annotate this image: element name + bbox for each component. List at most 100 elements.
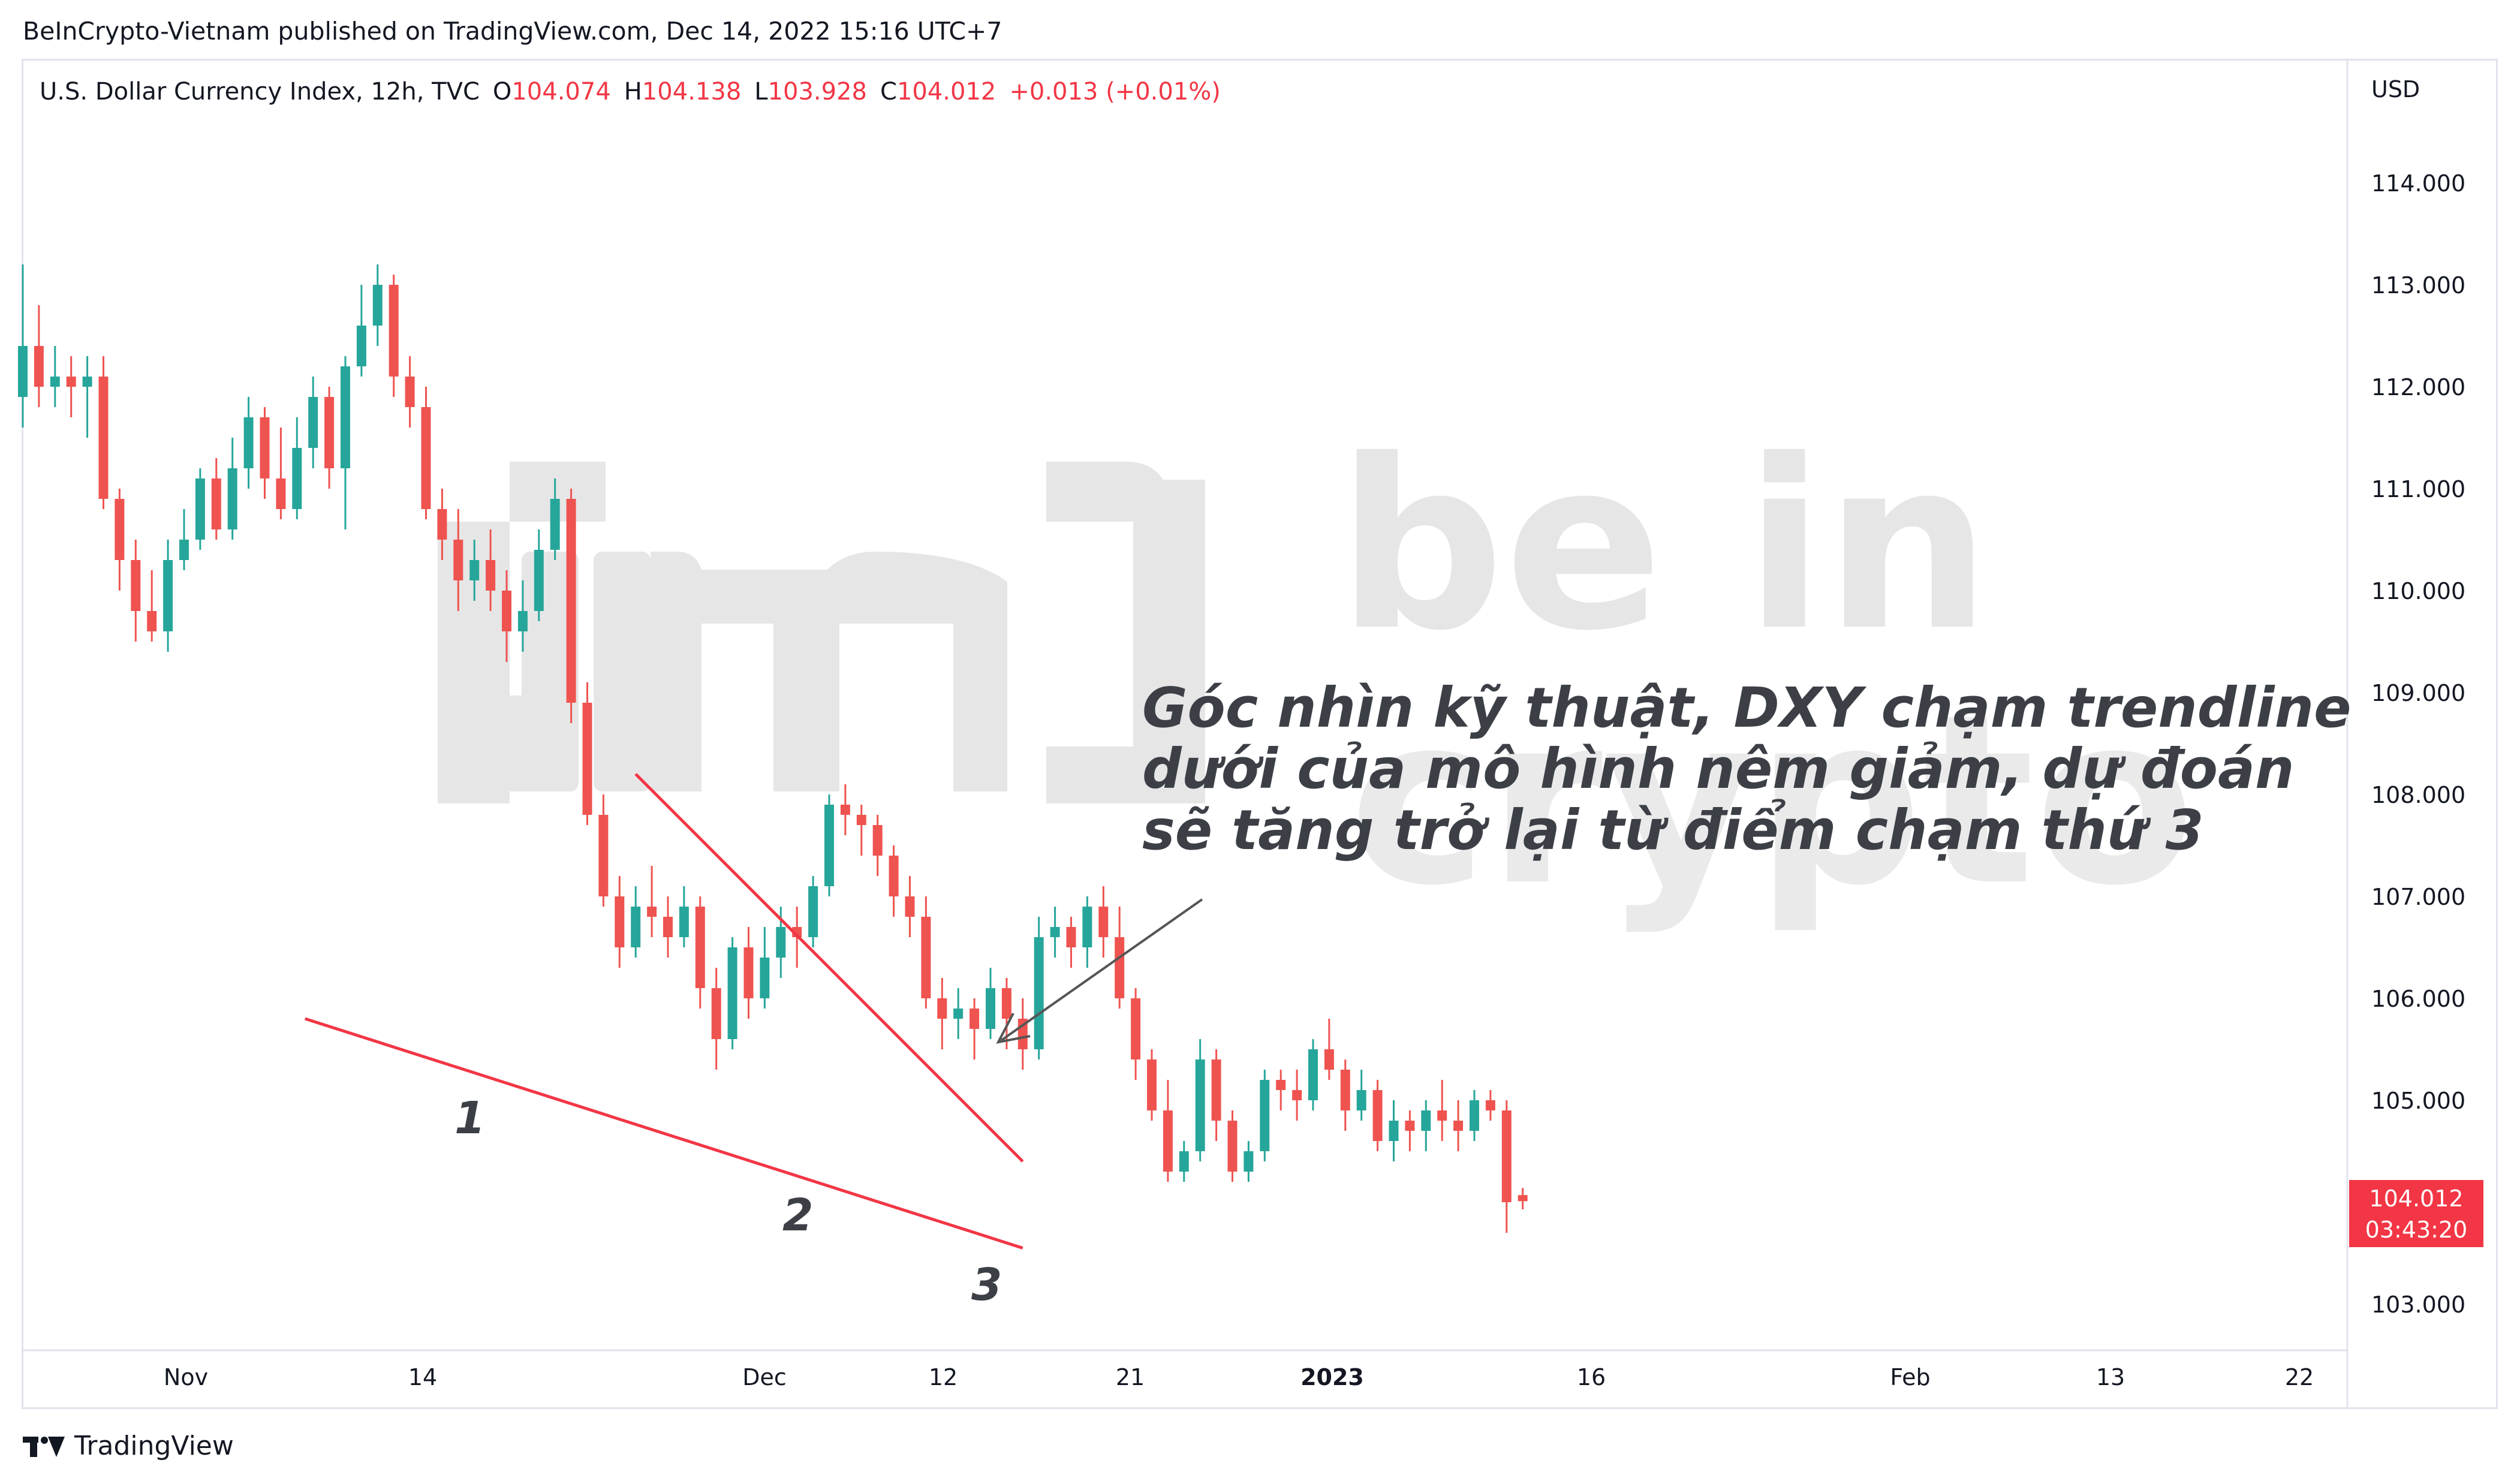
watermark-logo	[438, 462, 1205, 803]
candle	[566, 489, 576, 723]
touch-label-2: 2	[782, 1190, 814, 1241]
trendline-upper[interactable]	[634, 773, 1024, 1163]
trendlines-layer	[304, 773, 1024, 1250]
candle	[615, 876, 625, 968]
candle	[1050, 907, 1060, 958]
candle	[1340, 1059, 1350, 1131]
annotation-line-1: Góc nhìn kỹ thuật, DXY chạm trendline	[1142, 676, 2352, 740]
time-axis[interactable]: Nov 14 Dec 12 21 2023 16 Feb 13 22	[164, 1364, 2314, 1390]
price-tick-label: 106.000	[2371, 986, 2465, 1012]
candle	[1098, 886, 1109, 958]
candle	[872, 815, 883, 876]
price-tick-label: 113.000	[2371, 272, 2465, 299]
chart-frame	[22, 59, 2498, 1409]
candle	[1017, 998, 1028, 1070]
candle	[18, 264, 28, 428]
annotation-text: Góc nhìn kỹ thuật, DXY chạm trendline dư…	[1142, 676, 2352, 862]
tradingview-brand: TradingView	[74, 1431, 234, 1461]
candle	[1501, 1100, 1512, 1233]
high-label: H	[624, 78, 642, 106]
price-tick-label: 108.000	[2371, 782, 2465, 808]
change-value: +0.013 (+0.01%)	[1009, 78, 1221, 106]
price-tick-label: 111.000	[2371, 476, 2465, 502]
candle	[211, 458, 221, 540]
candle	[1453, 1100, 1464, 1151]
watermark-i	[522, 552, 579, 791]
candle	[679, 886, 689, 947]
candle	[163, 540, 173, 652]
price-axis-currency: USD	[2371, 76, 2420, 103]
candle	[1131, 988, 1141, 1080]
candle	[889, 845, 899, 917]
symbol-title[interactable]: U.S. Dollar Currency Index, 12h, TVC	[40, 78, 480, 106]
candle	[372, 264, 383, 346]
candle	[260, 407, 270, 499]
candle	[1211, 1049, 1221, 1141]
price-tick-label: 105.000	[2371, 1088, 2465, 1114]
candle	[1244, 1141, 1254, 1182]
time-tick-label: Dec	[742, 1364, 787, 1390]
candle	[1227, 1110, 1238, 1182]
time-tick-label: 14	[408, 1364, 437, 1390]
candle	[582, 682, 592, 825]
tradingview-footer[interactable]: TradingView	[23, 1431, 234, 1461]
candle	[1260, 1070, 1270, 1161]
candle	[1195, 1039, 1205, 1161]
candle	[905, 876, 915, 937]
candle	[50, 346, 60, 407]
candle	[147, 570, 157, 642]
candle	[1405, 1110, 1415, 1151]
touch-label-1: 1	[454, 1092, 486, 1144]
candle	[243, 397, 254, 489]
candle	[824, 794, 834, 896]
publisher-line: BeInCrypto-Vietnam published on TradingV…	[23, 17, 1002, 46]
last-price-value: 104.012	[2369, 1185, 2463, 1212]
time-tick-label: Nov	[164, 1364, 208, 1390]
low-label: L	[754, 78, 768, 106]
candle	[1437, 1080, 1447, 1141]
candle	[34, 305, 44, 407]
candle	[66, 356, 76, 417]
last-price-countdown: 03:43:20	[2365, 1217, 2468, 1243]
candle	[227, 438, 237, 540]
candle	[1179, 1141, 1189, 1182]
candle	[356, 285, 366, 377]
candle	[437, 489, 447, 560]
candle	[1276, 1070, 1286, 1110]
candle	[598, 794, 609, 907]
candle	[82, 356, 92, 438]
price-tick-label: 112.000	[2371, 374, 2465, 401]
candle	[1292, 1070, 1302, 1121]
candle	[292, 417, 302, 519]
candle	[647, 866, 657, 937]
candle	[1147, 1049, 1157, 1121]
candle	[695, 896, 705, 1009]
price-tick-label: 114.000	[2371, 170, 2465, 197]
candle	[469, 540, 480, 601]
candle	[308, 377, 318, 468]
price-axis[interactable]: 103.000104.000105.000106.000107.000108.0…	[2371, 170, 2465, 1318]
candle	[1034, 917, 1044, 1059]
candle	[1389, 1100, 1399, 1161]
high-value: 104.138	[642, 78, 742, 106]
candle	[1324, 1019, 1334, 1080]
candle	[711, 968, 721, 1070]
trendline-lower[interactable]	[304, 1017, 1023, 1250]
time-tick-label: 22	[2285, 1364, 2314, 1390]
candle	[421, 387, 431, 519]
candle	[405, 356, 415, 428]
candle	[921, 896, 931, 1009]
candle	[453, 509, 463, 611]
annotation-line-2: dưới của mô hình nêm giảm, dự đoán	[1142, 737, 2295, 801]
time-tick-label: 12	[929, 1364, 958, 1390]
candle	[195, 468, 205, 550]
price-tick-label: 109.000	[2371, 680, 2465, 706]
candle	[1518, 1188, 1528, 1209]
candle	[179, 509, 189, 570]
candle	[534, 529, 544, 621]
candle	[727, 937, 737, 1049]
close-label: C	[880, 78, 897, 106]
watermark-text-2: crypto	[1349, 664, 2195, 937]
close-value: 104.012	[896, 78, 996, 106]
